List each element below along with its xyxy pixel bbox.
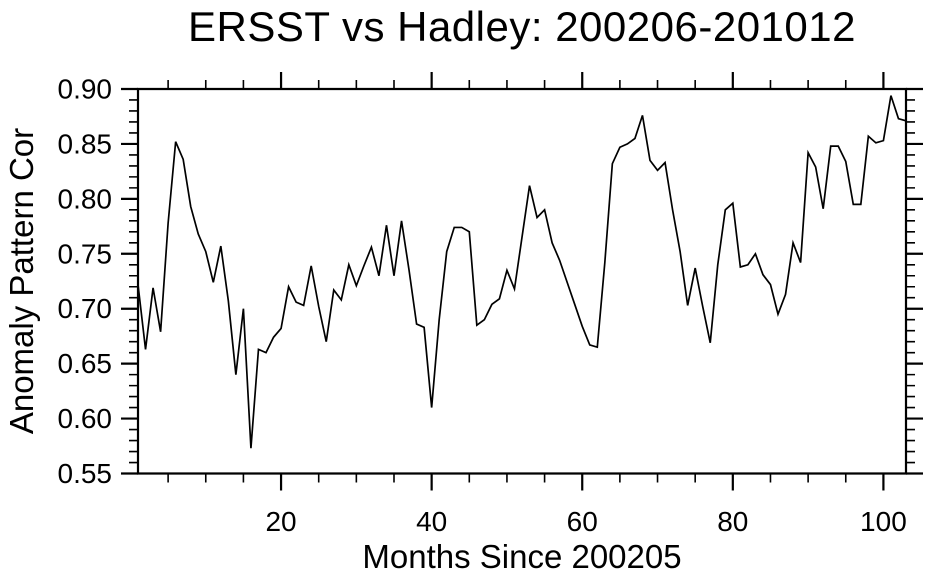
x-tick-label: 100 <box>860 506 907 537</box>
x-tick-label: 20 <box>265 506 296 537</box>
x-tick-label: 40 <box>416 506 447 537</box>
y-tick-label: 0.90 <box>58 74 113 105</box>
y-tick-label: 0.70 <box>58 293 113 324</box>
y-tick-label: 0.75 <box>58 238 113 269</box>
x-tick-label: 80 <box>717 506 748 537</box>
data-series-line <box>137 95 907 449</box>
y-axis-title: Anomaly Pattern Cor <box>3 127 40 435</box>
y-tick-label: 0.65 <box>58 348 113 379</box>
y-tick-label: 0.55 <box>58 458 113 489</box>
y-tick-label: 0.80 <box>58 183 113 214</box>
chart-title: ERSST vs Hadley: 200206-201012 <box>188 3 856 50</box>
minor-ticks <box>129 80 915 483</box>
y-tick-label: 0.85 <box>58 128 113 159</box>
y-tick-label: 0.60 <box>58 403 113 434</box>
x-axis-title: Months Since 200205 <box>362 538 682 575</box>
x-tick-label: 60 <box>567 506 598 537</box>
major-ticks <box>121 72 923 491</box>
